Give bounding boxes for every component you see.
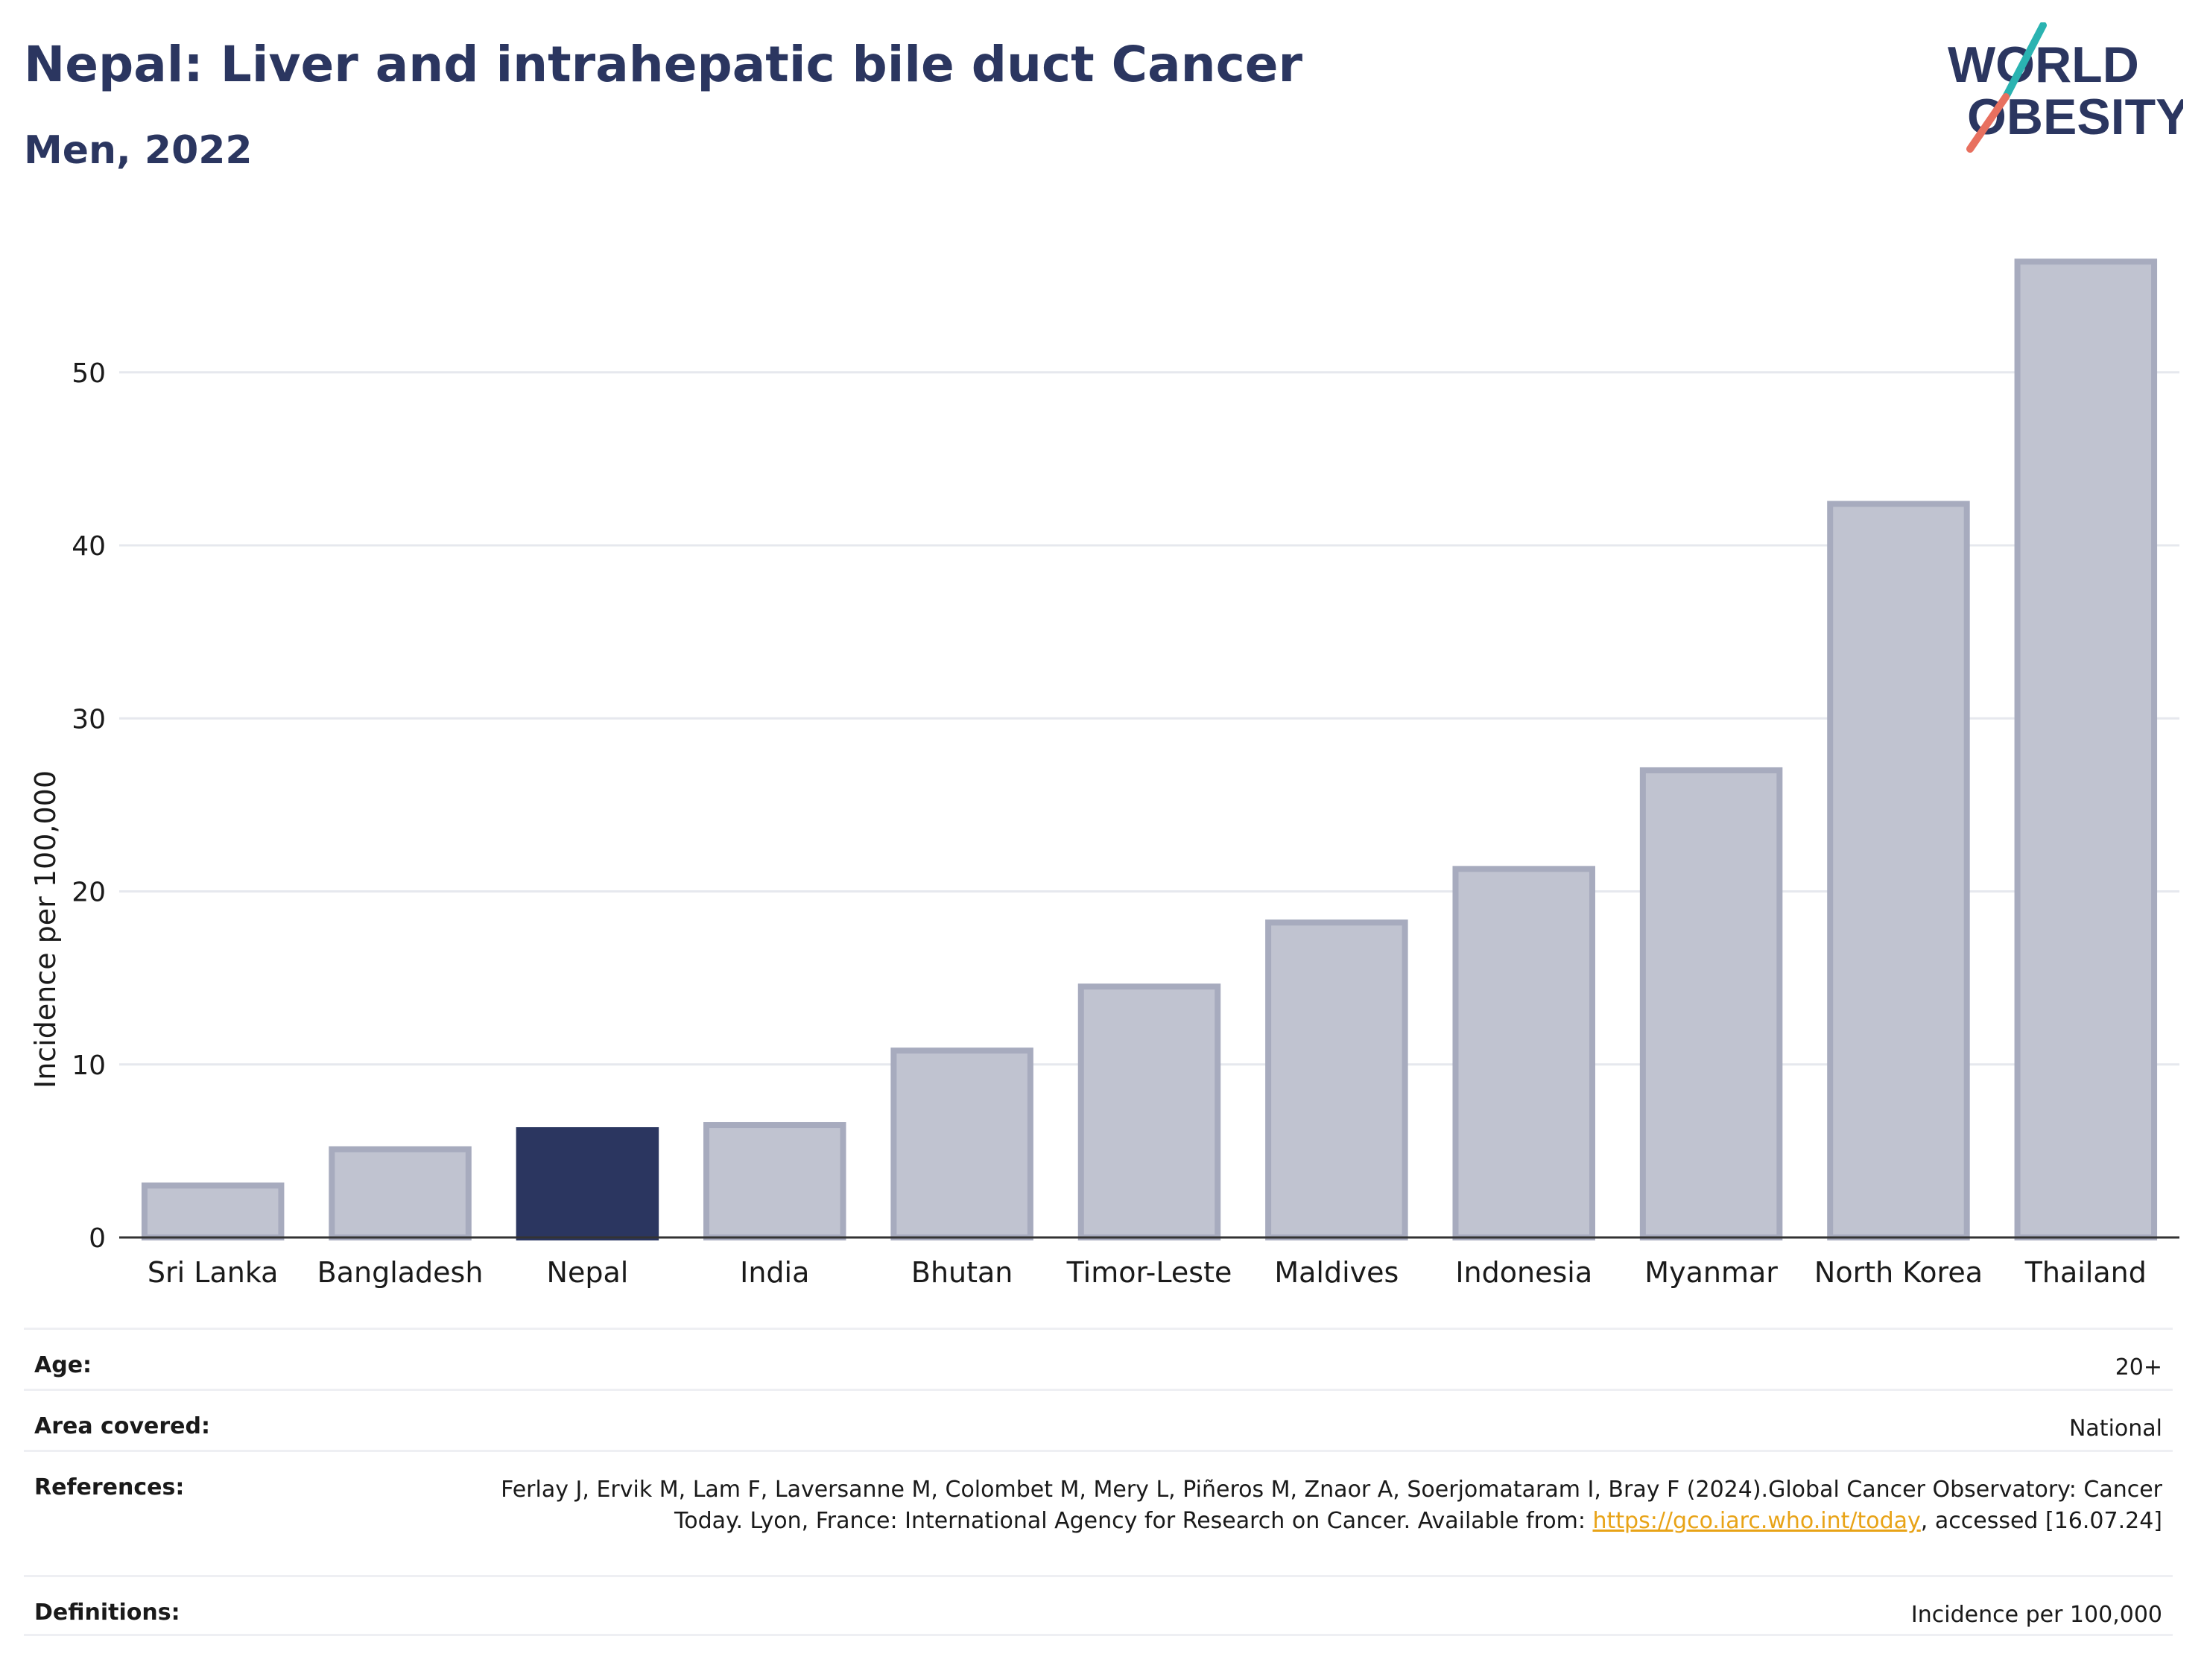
bar-thailand — [2014, 259, 2158, 1241]
bar-myanmar — [1639, 767, 1783, 1240]
logo-slash-teal — [2002, 22, 2047, 101]
meta-value-definitions: Incidence per 100,000 — [1910, 1602, 2162, 1628]
bar-chart: 0 10 20 30 40 50 Sri Lanka Bangladesh Nepal Indi… — [29, 259, 2179, 1289]
meta-row-age: Age: 20+ — [24, 1328, 2173, 1389]
bar-maldives — [1265, 919, 1408, 1240]
bar-india — [703, 1122, 846, 1240]
bar-nepal — [516, 1127, 659, 1241]
reference-link[interactable]: https://gco.iarc.who.int/today — [1592, 1508, 1921, 1534]
x-tick-labels: Sri Lanka Bangladesh Nepal India Bhutan Timor… — [148, 1256, 2147, 1289]
x-tick-label: Bhutan — [911, 1256, 1013, 1289]
metadata-table: Age: 20+ Area covered: National Referenc… — [24, 1328, 2173, 1636]
reference-text: Ferlay J, Ervik M, Lam F, Laversanne M, … — [501, 1477, 2162, 1534]
bar-bangladesh — [329, 1146, 472, 1240]
meta-label-definitions: Definitions: — [34, 1600, 180, 1626]
meta-row-references: References: Ferlay J, Ervik M, Lam F, La… — [24, 1450, 2173, 1575]
y-tick-label: 10 — [72, 1050, 106, 1081]
y-tick-label: 30 — [72, 704, 106, 735]
x-tick-label: Sri Lanka — [148, 1256, 279, 1289]
meta-label-age: Age: — [34, 1352, 92, 1378]
meta-value-area: National — [2068, 1416, 2162, 1442]
x-tick-label: Maldives — [1274, 1256, 1399, 1289]
page-subtitle: Men, 2022 — [24, 128, 253, 173]
bar-indonesia — [1452, 866, 1595, 1240]
bars — [141, 259, 2158, 1241]
x-tick-label: Nepal — [547, 1256, 629, 1289]
x-tick-label: Indonesia — [1455, 1256, 1592, 1289]
x-tick-label: India — [740, 1256, 809, 1289]
logo-line-2: OBESITY — [1967, 89, 2183, 145]
bar-bhutan — [890, 1047, 1033, 1241]
page-title: Nepal: Liver and intrahepatic bile duct … — [24, 36, 1303, 93]
meta-value-age: 20+ — [2115, 1354, 2162, 1381]
x-tick-label: North Korea — [1814, 1256, 1983, 1289]
x-tick-label: Timor-Leste — [1066, 1256, 1232, 1289]
y-tick-label: 50 — [72, 358, 106, 389]
meta-value-references: Ferlay J, Ervik M, Lam F, Laversanne M, … — [449, 1474, 2162, 1537]
y-tick-label: 40 — [72, 531, 106, 562]
x-tick-label: Thailand — [2024, 1256, 2147, 1289]
bar-north-korea — [1827, 501, 1970, 1240]
x-tick-label: Bangladesh — [317, 1256, 484, 1289]
world-obesity-logo: WORLD OBESITY — [1948, 22, 2183, 153]
y-tick-label: 20 — [72, 878, 106, 908]
bar-sri-lanka — [141, 1182, 285, 1241]
meta-row-area: Area covered: National — [24, 1389, 2173, 1450]
logo-slash-coral — [1966, 93, 2010, 153]
meta-row-definitions: Definitions: Incidence per 100,000 — [24, 1575, 2173, 1636]
y-axis-label: Incidence per 100,000 — [29, 770, 62, 1088]
meta-label-references: References: — [34, 1474, 185, 1500]
y-tick-labels: 0 10 20 30 40 50 — [72, 358, 106, 1254]
x-tick-label: Myanmar — [1644, 1256, 1778, 1289]
reference-accessed: , accessed [16.07.24] — [1920, 1508, 2162, 1534]
y-tick-label: 0 — [89, 1223, 106, 1254]
logo-line-1: WORLD — [1948, 37, 2139, 93]
bar-timor-leste — [1077, 983, 1221, 1240]
meta-label-area: Area covered: — [34, 1413, 210, 1439]
